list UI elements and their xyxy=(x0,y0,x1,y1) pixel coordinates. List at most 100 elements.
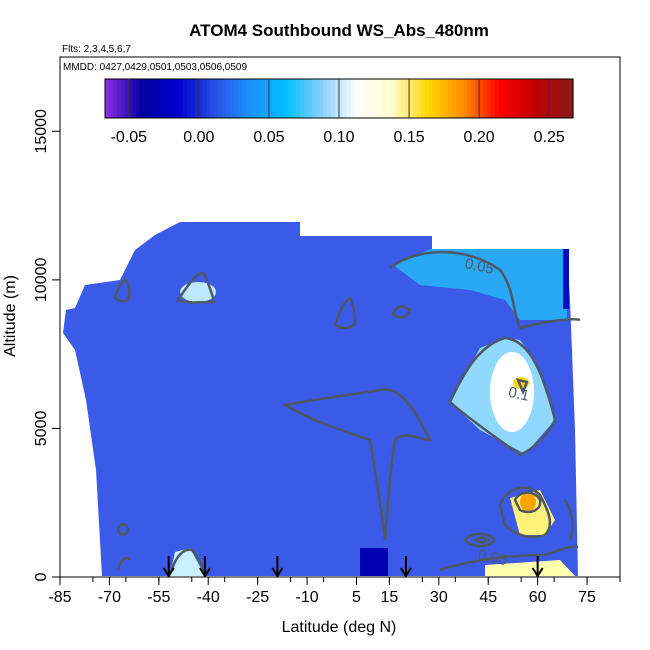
colorbar-swatch xyxy=(210,79,215,118)
colorbar-swatch xyxy=(159,79,165,118)
colorbar-swatch xyxy=(413,79,418,118)
colorbar-swatch xyxy=(541,79,547,118)
colorbar-swatch xyxy=(374,79,379,118)
colorbar-swatch xyxy=(319,79,324,118)
contour-line xyxy=(515,378,529,396)
contour-line xyxy=(513,491,542,514)
colorbar-swatch xyxy=(292,79,297,118)
colorbar-swatch xyxy=(136,79,141,118)
contour-line xyxy=(463,532,497,548)
colorbar-swatch xyxy=(218,79,223,118)
y-axis-title: Altitude (m) xyxy=(2,275,19,357)
colorbar-swatch xyxy=(202,79,207,118)
colorbar-swatch xyxy=(417,79,422,118)
x-tick-label: 5 xyxy=(352,589,361,606)
upper-lightblue-band xyxy=(393,249,567,320)
colorbar-swatch xyxy=(553,79,558,118)
colorbar-swatch xyxy=(249,79,254,118)
colorbar-swatch xyxy=(495,79,500,118)
colorbar-swatch xyxy=(428,79,434,118)
colorbar-swatch xyxy=(463,79,469,118)
colorbar-swatch xyxy=(409,79,414,118)
flight-arrow-head xyxy=(162,567,175,578)
contour-label: 0.05 xyxy=(463,255,495,278)
colorbar-swatch xyxy=(257,79,262,118)
colorbar-swatch xyxy=(530,79,535,118)
contour-label: 0.1 xyxy=(507,384,531,405)
colorbar-swatch xyxy=(280,79,285,118)
colorbar-swatch xyxy=(436,79,441,118)
colorbar-tick-label: 0.25 xyxy=(534,129,565,146)
contour-line xyxy=(391,305,412,319)
colorbar-swatch xyxy=(459,79,465,118)
colorbar-swatch xyxy=(424,79,430,118)
chart-title: ATOM4 Southbound WS_Abs_480nm xyxy=(189,21,489,40)
contour-line xyxy=(448,336,557,457)
colorbar-swatch xyxy=(397,79,402,118)
colorbar-swatch xyxy=(300,79,305,118)
colorbar-swatch xyxy=(487,79,492,118)
colorbar-swatch xyxy=(140,79,145,118)
flight-arrow-head xyxy=(271,567,284,578)
colorbar-tick-label: 0.00 xyxy=(183,129,214,146)
colorbar-swatch xyxy=(401,79,406,118)
colorbar-swatch xyxy=(307,79,313,118)
colorbar-swatch xyxy=(186,79,192,118)
colorbar-swatch xyxy=(237,79,243,118)
colorbar-swatch xyxy=(327,79,332,118)
colorbar-swatch xyxy=(467,79,473,118)
colorbar-swatch xyxy=(120,79,126,118)
colorbar-swatch xyxy=(229,79,235,118)
colorbar-swatch xyxy=(393,79,399,118)
colorbar-swatch xyxy=(108,79,114,118)
colorbar-swatch xyxy=(116,79,122,118)
contour-line xyxy=(471,535,491,545)
colorbar-swatch xyxy=(522,79,527,118)
colorbar-tick-label: -0.05 xyxy=(111,129,148,146)
dark-blue-northern-edge xyxy=(563,249,569,309)
low-level-plume-core xyxy=(520,492,536,512)
contour-line xyxy=(170,548,207,577)
colorbar-swatch xyxy=(272,79,278,118)
colorbar-swatch xyxy=(534,79,539,118)
colorbar-swatch xyxy=(261,79,266,118)
colorbar-swatch xyxy=(303,79,309,118)
flight-arrows xyxy=(162,556,544,578)
x-tick-label: -85 xyxy=(48,589,71,606)
y-tick-label: 15000 xyxy=(33,109,50,154)
contour-line xyxy=(113,278,131,303)
x-axis-title: Latitude (deg N) xyxy=(282,619,397,636)
colorbar-swatch xyxy=(296,79,301,118)
colorbar-swatch xyxy=(561,79,566,118)
colorbar-swatch xyxy=(241,79,246,118)
x-tick-label: 30 xyxy=(430,589,448,606)
colorbar-swatch xyxy=(569,79,574,118)
high-absorption-core xyxy=(490,352,534,432)
contour-line xyxy=(333,296,357,330)
colorbar-swatch xyxy=(483,79,488,118)
colorbar-swatch xyxy=(155,79,161,118)
colorbar-swatch xyxy=(557,79,562,118)
x-tick-label: 60 xyxy=(529,589,547,606)
colorbar-swatch xyxy=(471,79,477,118)
colorbar-swatch xyxy=(276,79,282,118)
colorbar-tick-label: 0.20 xyxy=(464,129,495,146)
contour-line xyxy=(176,272,216,304)
dark-blue-column xyxy=(360,548,388,576)
colorbar-ticks: -0.05 0.00 0.05 0.10 0.15 0.20 0.25 xyxy=(111,79,565,146)
colorbar-swatch xyxy=(124,79,129,118)
colorbar-swatch xyxy=(385,79,391,118)
colorbar-swatch xyxy=(253,79,258,118)
flight-arrow-head xyxy=(199,567,211,578)
contour-labels: 0.05 0.1 0.05 xyxy=(463,255,531,569)
colorbar-swatch xyxy=(452,79,457,118)
contour-line xyxy=(439,545,579,572)
flight-arrow-head xyxy=(531,567,544,578)
colorbar-swatch xyxy=(506,79,512,118)
colorbar-swatch xyxy=(284,79,289,118)
colorbar-swatch xyxy=(264,79,270,118)
colorbar-swatch xyxy=(491,79,496,118)
contour-line xyxy=(389,250,581,330)
colorbar-swatch xyxy=(331,79,336,118)
